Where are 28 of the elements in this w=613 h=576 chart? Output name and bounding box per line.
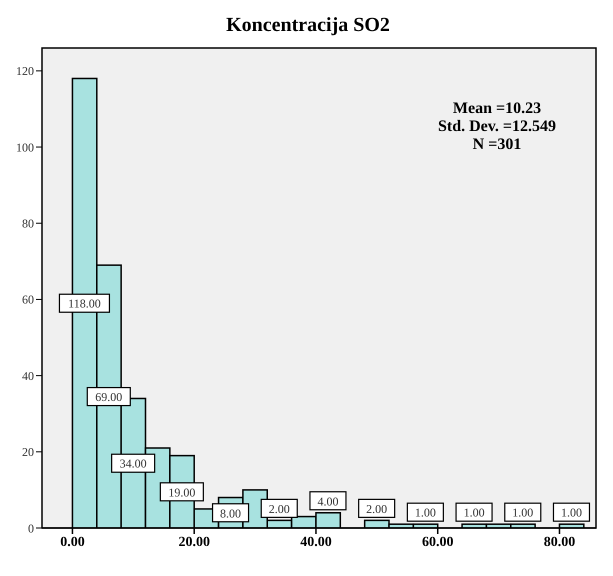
data-label: 1.00 bbox=[464, 506, 485, 520]
data-label: 8.00 bbox=[220, 506, 242, 520]
y-tick-label: 40 bbox=[22, 368, 34, 383]
annotation: Mean =10.23 bbox=[452, 100, 542, 118]
data-label: 1.00 bbox=[512, 506, 534, 520]
data-label: 1.00 bbox=[414, 506, 436, 520]
y-tick-label: 60 bbox=[22, 292, 34, 307]
x-tick-label: 0.00 bbox=[60, 534, 85, 550]
y-tick-label: 120 bbox=[16, 64, 34, 78]
x-tick-label: 60.00 bbox=[422, 534, 454, 550]
data-label: 2.00 bbox=[268, 502, 290, 516]
data-label: 2.00 bbox=[366, 502, 388, 516]
y-tick-label: 20 bbox=[22, 445, 34, 460]
annotation: Std. Dev. =12.549 bbox=[438, 118, 556, 136]
x-tick-label: 20.00 bbox=[178, 534, 210, 550]
data-label: 1.00 bbox=[560, 506, 582, 520]
annotation: N =301 bbox=[472, 136, 522, 154]
chart-title: Koncentracija SO2 bbox=[225, 14, 391, 37]
data-label: 19.00 bbox=[168, 485, 196, 500]
y-tick-label: 80 bbox=[22, 216, 34, 230]
data-label: 4.00 bbox=[317, 494, 338, 508]
data-label: 34.00 bbox=[120, 456, 147, 471]
y-tick-label: 100 bbox=[16, 140, 34, 154]
x-tick-label: 80.00 bbox=[544, 534, 576, 550]
y-tick-label: 0 bbox=[28, 521, 34, 536]
data-label: 118.00 bbox=[68, 296, 101, 311]
data-label: 69.00 bbox=[95, 390, 122, 404]
x-tick-label: 40.00 bbox=[300, 534, 332, 550]
